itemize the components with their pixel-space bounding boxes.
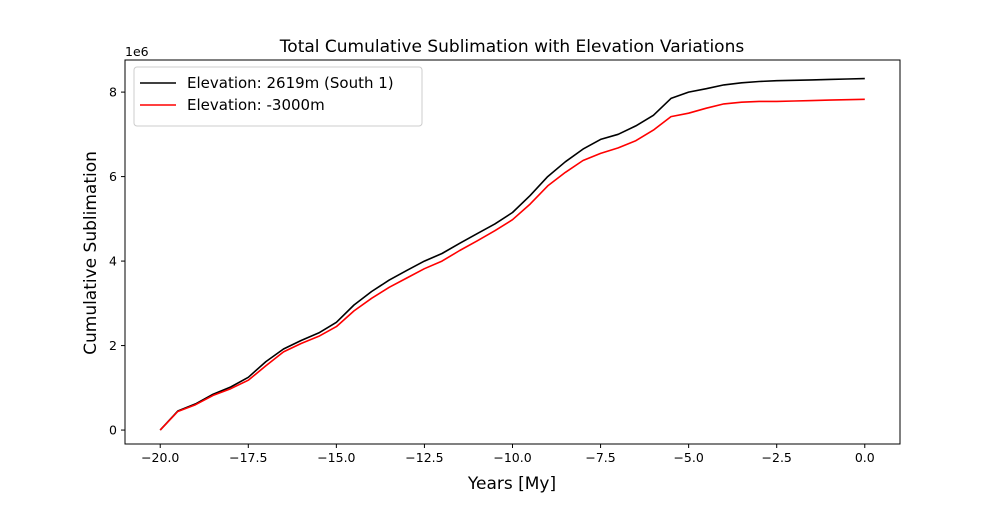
y-tick-label: 8 bbox=[109, 85, 117, 100]
x-tick-label: −7.5 bbox=[585, 450, 615, 465]
series-line-2 bbox=[159, 98, 865, 431]
y-axis-title: Cumulative Sublimation bbox=[81, 151, 101, 355]
legend: Elevation: 2619m (South 1) Elevation: -30… bbox=[133, 66, 423, 127]
x-axis-title: Years [My] bbox=[467, 474, 556, 494]
y-tick-label: 0 bbox=[109, 423, 117, 438]
x-tick-label: −2.5 bbox=[762, 450, 792, 465]
x-tick-label: −17.5 bbox=[229, 450, 267, 465]
legend-label-2: Elevation: -3000m bbox=[187, 96, 325, 114]
x-tick-label: −20.0 bbox=[141, 450, 179, 465]
y-tick-label: 4 bbox=[109, 254, 117, 269]
plot-layer bbox=[159, 77, 865, 431]
y-tick-label: 2 bbox=[109, 338, 117, 353]
x-tick-label: −15.0 bbox=[317, 450, 355, 465]
y-offset-label: 1e6 bbox=[125, 44, 149, 59]
chart-title: Total Cumulative Sublimation with Elevat… bbox=[279, 37, 745, 57]
x-tick-label: −10.0 bbox=[493, 450, 531, 465]
x-tick-label: 0.0 bbox=[855, 450, 875, 465]
y-tick-label: 6 bbox=[109, 169, 117, 184]
x-tick-label: −12.5 bbox=[405, 450, 443, 465]
legend-label-1: Elevation: 2619m (South 1) bbox=[187, 74, 394, 92]
legend-box bbox=[133, 66, 423, 127]
x-tick-label: −5.0 bbox=[673, 450, 703, 465]
series-line-1 bbox=[159, 77, 865, 431]
axes-layer: −20.0 −17.5 −15.0 −12.5 −10.0 −7.5 −5.0 −2.5 0.0… bbox=[109, 59, 901, 465]
